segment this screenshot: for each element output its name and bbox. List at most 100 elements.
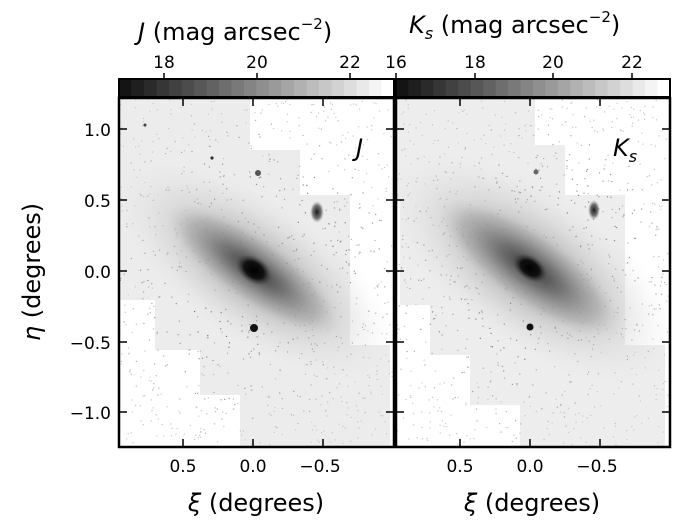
star-dot — [357, 437, 359, 439]
star-dot — [279, 392, 281, 394]
star-dot — [215, 411, 217, 413]
star-dot — [586, 417, 588, 419]
star-dot — [472, 390, 474, 393]
star-dot — [277, 105, 279, 107]
star-dot — [260, 112, 262, 114]
star-dot — [213, 100, 215, 102]
star-dot — [574, 413, 577, 415]
star-dot — [464, 147, 466, 149]
star-dot — [228, 346, 230, 348]
star-dot — [330, 108, 332, 110]
star-dot — [537, 128, 539, 130]
star-dot — [433, 110, 436, 112]
colorbar-step — [408, 79, 422, 97]
star-dot — [160, 393, 162, 395]
star-dot — [561, 106, 563, 108]
star-dot — [444, 128, 446, 130]
star-dot — [555, 398, 557, 401]
star-dot — [249, 356, 252, 358]
star-dot — [128, 352, 131, 354]
y-axis-label: η (degrees) — [18, 203, 46, 341]
star-dot — [561, 99, 564, 101]
star-dot — [538, 116, 540, 118]
star-dot — [574, 402, 576, 404]
star-dot — [660, 208, 662, 211]
star-dot — [479, 337, 481, 339]
star-dot — [469, 438, 471, 440]
star-dot — [473, 438, 475, 440]
star-dot — [341, 400, 343, 403]
star-dot — [342, 134, 344, 136]
star-dot — [570, 381, 572, 383]
star-dot — [658, 256, 660, 258]
star-dot — [130, 373, 132, 375]
star-dot — [209, 146, 211, 148]
star-dot — [259, 442, 261, 444]
star-dot — [631, 426, 633, 428]
star-dot — [419, 121, 422, 124]
star-dot — [339, 241, 341, 243]
star-dot — [242, 358, 245, 360]
star-dot — [348, 235, 350, 237]
star-dot — [320, 432, 323, 434]
star-dot — [130, 432, 132, 434]
star-dot — [391, 245, 393, 247]
star-dot — [656, 119, 658, 121]
star-dot — [255, 183, 258, 185]
star-dot — [405, 312, 407, 314]
star-dot — [179, 398, 181, 400]
star-dot — [377, 153, 379, 155]
star-dot — [333, 207, 336, 209]
star-dot — [144, 350, 146, 352]
star-dot — [275, 195, 278, 197]
colorbar-step — [356, 79, 370, 97]
colorbar-step — [495, 79, 509, 97]
star-dot — [150, 420, 152, 422]
star-dot — [191, 150, 193, 153]
colorbar-ks-ticks: 16 18 20 22 — [385, 53, 643, 79]
star-dot — [518, 135, 520, 137]
star-dot — [170, 109, 172, 111]
star-dot — [358, 126, 360, 128]
star-dot — [244, 387, 246, 389]
star-dot — [445, 422, 447, 424]
star-dot — [378, 248, 380, 250]
star-dot — [476, 420, 478, 422]
star-dot — [269, 444, 271, 446]
star-dot — [513, 434, 515, 436]
star-dot — [158, 296, 160, 298]
star-dot — [350, 104, 352, 106]
star-dot — [441, 306, 443, 309]
star-dot — [383, 133, 385, 135]
star-dot — [621, 107, 623, 109]
star-dot — [127, 353, 130, 355]
star-dot — [553, 155, 555, 157]
star-dot — [302, 176, 304, 178]
star-dot — [374, 287, 376, 289]
star-dot — [147, 313, 149, 315]
star-dot — [154, 317, 156, 319]
star-dot — [121, 353, 123, 355]
star-dot — [578, 162, 580, 164]
star-dot — [310, 158, 312, 160]
star-dot — [169, 99, 171, 101]
star-dot — [656, 226, 658, 228]
star-dot — [242, 430, 244, 432]
star-dot — [379, 219, 381, 222]
star-dot — [166, 406, 168, 408]
star-dot — [406, 287, 408, 289]
star-dot — [138, 145, 140, 147]
star-dot — [281, 102, 283, 104]
star-dot — [144, 126, 146, 128]
star-dot — [523, 401, 525, 403]
star-dot — [632, 122, 634, 124]
star-dot — [281, 407, 284, 409]
star-dot — [338, 383, 341, 385]
star-dot — [306, 143, 308, 145]
star-dot — [384, 286, 386, 288]
star-dot — [380, 281, 382, 283]
star-dot — [403, 123, 405, 125]
star-dot — [153, 328, 155, 330]
star-dot — [588, 201, 590, 203]
colorbar-j-tick-20: 20 — [246, 53, 268, 73]
